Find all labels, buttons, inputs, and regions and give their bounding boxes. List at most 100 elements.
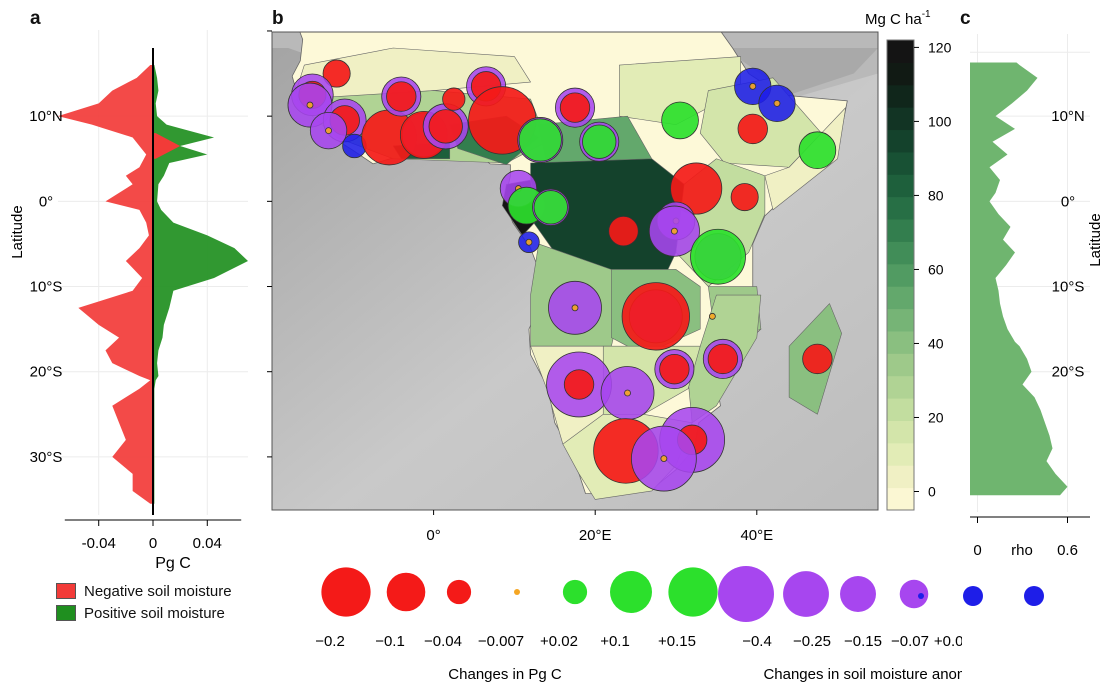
pgc-legend-label: +0.1	[600, 633, 630, 650]
series-positive-area	[153, 65, 248, 504]
colorbar-step	[887, 375, 914, 399]
legend-swatch-negative	[56, 583, 76, 599]
bubble-pg-c	[798, 131, 837, 170]
bubble-pg-c	[442, 87, 466, 111]
map-frame	[271, 31, 879, 511]
y-axis-label: Latitude	[1087, 213, 1103, 266]
sm-legend-label: −0.15	[844, 633, 882, 650]
map-lon-label: 20°E	[579, 527, 612, 544]
panel-b-letter: b	[272, 8, 284, 29]
bubble-pg-c	[659, 353, 690, 385]
colorbar-step	[887, 487, 914, 511]
map-lon-label: 0°	[426, 527, 440, 544]
pgc-legend-bubble	[446, 579, 472, 605]
colorbar-tick-label: 20	[928, 409, 944, 425]
series-negative-area	[58, 65, 153, 504]
panel-c-chart: 0 0.6 rho 10°N 0° 10°S 20°S Latitude	[970, 34, 1103, 559]
pgc-legend-bubble	[386, 572, 426, 612]
sm-legend-label: −0.4	[742, 633, 772, 650]
sm-legend-label: −0.25	[793, 633, 831, 650]
rho-area	[970, 62, 1068, 496]
sm-legend-title: Changes in soil moisture anomaly	[763, 666, 962, 683]
colorbar-frame	[886, 39, 915, 511]
pgc-legend-bubble	[514, 589, 520, 595]
colorbar-step	[887, 40, 914, 63]
panel-a-letter: a	[30, 8, 41, 29]
bubble-pg-c	[802, 343, 833, 375]
legend-label-negative: Negative soil moisture	[84, 582, 232, 600]
bubble-pg-c	[670, 227, 678, 235]
pgc-legend-bubble	[610, 571, 652, 613]
bubble-pg-c	[690, 228, 746, 285]
x-tick-label: 0	[973, 542, 981, 559]
bubble-pg-c	[661, 101, 699, 140]
legend-a: Negative soil moisture Positive soil moi…	[56, 580, 286, 624]
colorbar-step	[887, 263, 914, 287]
colorbar-tick-label: 0	[928, 483, 936, 499]
colorbar-tick-label: 120	[928, 39, 952, 55]
y-tick-label: 20°S	[1052, 364, 1085, 381]
pgc-legend-title: Changes in Pg C	[448, 666, 562, 683]
bubble-pg-c	[386, 81, 417, 112]
y-tick-label: 10°S	[1052, 279, 1085, 296]
legend-item-positive: Positive soil moisture	[56, 602, 286, 624]
bubble-pg-c	[707, 343, 739, 375]
x-tick-label: 0.04	[193, 535, 222, 552]
sm-legend: −0.4−0.25−0.15−0.07+0.005+0.08+0.14	[718, 566, 962, 650]
pgc-legend-label: −0.1	[375, 633, 405, 650]
pgc-legend-bubble	[668, 567, 718, 617]
colorbar-step	[887, 330, 914, 354]
y-tick-label: 10°N	[29, 108, 63, 125]
y-tick-label: 20°S	[30, 364, 63, 381]
pgc-legend-label: −0.2	[315, 633, 345, 650]
x-tick-label: 0.6	[1057, 542, 1078, 559]
bubble-pg-c	[322, 59, 351, 88]
sm-legend-bubble	[1024, 586, 1044, 606]
y-tick-label: 10°N	[1051, 108, 1085, 125]
pgc-legend-label: −0.007	[478, 633, 524, 650]
y-tick-label: 30°S	[30, 449, 63, 466]
bubble-pg-c	[571, 304, 579, 312]
sm-legend-label: −0.07	[891, 633, 929, 650]
bubble-pg-c	[306, 101, 314, 109]
bubble-pg-c	[325, 127, 332, 135]
bubble-pg-c	[730, 183, 759, 212]
sm-legend-bubble	[718, 566, 774, 622]
x-tick-label: -0.04	[82, 535, 116, 552]
colorbar: 0 20 40 60 80 100 120 Mg C ha-1	[865, 9, 952, 511]
bubble-pg-c	[621, 282, 690, 351]
bubble-pg-c	[737, 113, 768, 145]
bubble-pg-c	[559, 92, 591, 123]
bubble-pg-c	[670, 162, 723, 215]
colorbar-step	[887, 107, 914, 131]
colorbar-step	[887, 442, 914, 466]
series-negative-overlap	[153, 133, 181, 159]
pgc-legend-label: −0.04	[424, 633, 462, 650]
colorbar-step	[887, 398, 914, 421]
y-axis-label: Latitude	[9, 205, 26, 258]
colorbar-step	[887, 286, 914, 310]
colorbar-step	[887, 151, 914, 175]
bubble-pg-c	[525, 238, 533, 246]
bubble-pg-c	[563, 369, 595, 400]
colorbar-tick-label: 100	[928, 113, 952, 129]
colorbar-tick-label: 60	[928, 261, 944, 277]
bubble-pg-c	[708, 312, 716, 320]
y-tick-label: 0°	[1061, 193, 1075, 210]
pgc-legend-label: +0.02	[540, 633, 578, 650]
bubble-pg-c	[773, 99, 781, 107]
colorbar-step	[887, 174, 914, 198]
panel-c-letter: c	[960, 8, 971, 29]
colorbar-step	[887, 219, 914, 242]
y-tick-label: 0°	[39, 193, 53, 210]
bubble-pg-c	[518, 118, 562, 162]
map-lon-label: 40°E	[740, 527, 773, 544]
bubble-pg-c	[624, 389, 631, 397]
bubble-pg-c	[428, 109, 463, 144]
sm-legend-bubble	[899, 579, 929, 609]
x-axis-label: rho	[1011, 542, 1033, 559]
arabia-relief	[724, 48, 878, 95]
colorbar-label-exponent: -1	[922, 9, 931, 20]
